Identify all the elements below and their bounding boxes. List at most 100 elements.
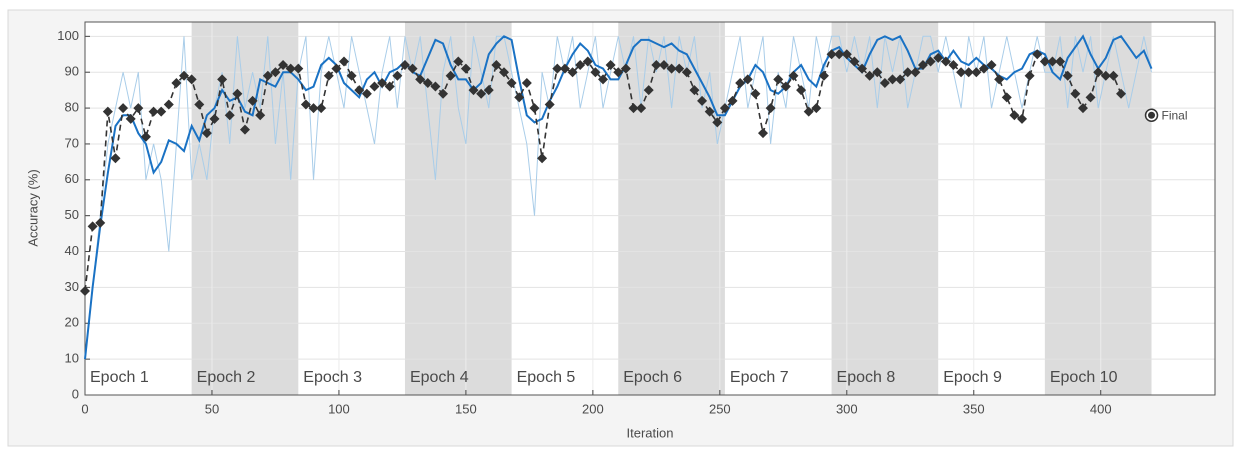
axes-box (84, 21, 1216, 396)
validation-point (552, 63, 563, 74)
validation-point (803, 106, 814, 117)
validation-point (118, 103, 129, 114)
validation-point (658, 60, 669, 71)
validation-point (339, 56, 350, 67)
validation-point (544, 99, 555, 110)
validation-point (1055, 56, 1066, 67)
validation-point (582, 56, 593, 67)
validation-point (179, 70, 190, 81)
validation-point (278, 60, 289, 71)
validation-point (567, 67, 578, 78)
y-tick-label: 30 (65, 279, 79, 294)
x-tick-label: 150 (455, 401, 477, 416)
epoch-label: Epoch 8 (837, 369, 896, 386)
labels: Epoch 1 Epoch 2 Epoch 3 Epoch 4 Epoch 5 Epoch… (57, 28, 1187, 417)
validation-point (171, 77, 182, 88)
validation-point (925, 56, 936, 67)
validation-point (872, 67, 883, 78)
epoch-label: Epoch 4 (410, 369, 469, 386)
validation-point (316, 103, 327, 114)
validation-point (186, 74, 197, 85)
validation-point (346, 70, 357, 81)
validation-point (1085, 92, 1096, 103)
validation-point (1077, 103, 1088, 114)
validation-point (95, 217, 106, 228)
validation-point (163, 99, 174, 110)
validation-point (666, 63, 677, 74)
y-tick-label: 50 (65, 207, 79, 222)
validation-point (140, 131, 151, 142)
validation-point (102, 106, 113, 117)
validation-point (727, 95, 738, 106)
validation-point (361, 88, 372, 99)
validation-point (422, 77, 433, 88)
y-tick-label: 100 (57, 28, 79, 43)
validation-point (628, 103, 639, 114)
validation-point (384, 81, 395, 92)
validation-point (255, 110, 266, 121)
validation-point (217, 74, 228, 85)
x-tick-label: 400 (1090, 401, 1112, 416)
validation-point (780, 81, 791, 92)
validation-point (110, 153, 121, 164)
validation-point (460, 63, 471, 74)
y-tick-label: 90 (65, 64, 79, 79)
validation-point (917, 60, 928, 71)
validation-point (399, 60, 410, 71)
validation-point (910, 67, 921, 78)
validation-point (940, 56, 951, 67)
validation-point (1032, 49, 1043, 60)
validation-point (445, 70, 456, 81)
final-marker-core (1148, 111, 1156, 119)
validation-point (285, 63, 296, 74)
epoch-label: Epoch 10 (1050, 369, 1118, 386)
validation-point (239, 124, 250, 135)
validation-point (270, 67, 281, 78)
validation-point (689, 85, 700, 96)
final-label: Final (1162, 108, 1188, 122)
validation-point (308, 103, 319, 114)
validation-point (963, 67, 974, 78)
validation-point (559, 63, 570, 74)
y-tick-label: 40 (65, 243, 79, 258)
validation-point (613, 67, 624, 78)
validation-point (529, 103, 540, 114)
validation-point (758, 128, 768, 139)
validation-point (1062, 70, 1073, 81)
validation-point (438, 88, 449, 99)
validation-point (232, 88, 243, 99)
validation-point (590, 67, 601, 78)
validation-point (300, 99, 311, 110)
grid (84, 21, 1216, 396)
validation-point (697, 95, 708, 106)
validation-point (293, 63, 304, 74)
validation-point (1116, 88, 1127, 99)
validation-point (498, 67, 509, 78)
validation-point (750, 88, 761, 99)
y-tick-label: 10 (65, 351, 79, 366)
y-tick-label: 80 (65, 100, 79, 115)
validation-point (956, 67, 967, 78)
validation-point (933, 52, 944, 63)
validation-point (247, 95, 258, 106)
validation-point (643, 85, 654, 96)
validation-point (651, 60, 662, 71)
validation-point (1009, 110, 1020, 121)
y-tick-label: 0 (72, 386, 79, 401)
validation-point (826, 49, 837, 60)
x-tick-label: 250 (709, 401, 731, 416)
validation-point (712, 117, 723, 128)
x-tick-label: 50 (205, 401, 219, 416)
validation-point (605, 60, 616, 71)
epoch-label: Epoch 3 (303, 369, 362, 386)
validation-point (773, 74, 784, 85)
validation-point (674, 63, 685, 74)
validation-point (841, 49, 852, 60)
epoch-band (191, 22, 299, 395)
validation-point (1039, 56, 1050, 67)
y-tick-label: 20 (65, 315, 79, 330)
x-tick-label: 350 (963, 401, 985, 416)
epoch-label: Epoch 9 (943, 369, 1002, 386)
x-tick-label: 100 (328, 401, 350, 416)
validation-point (620, 63, 631, 74)
